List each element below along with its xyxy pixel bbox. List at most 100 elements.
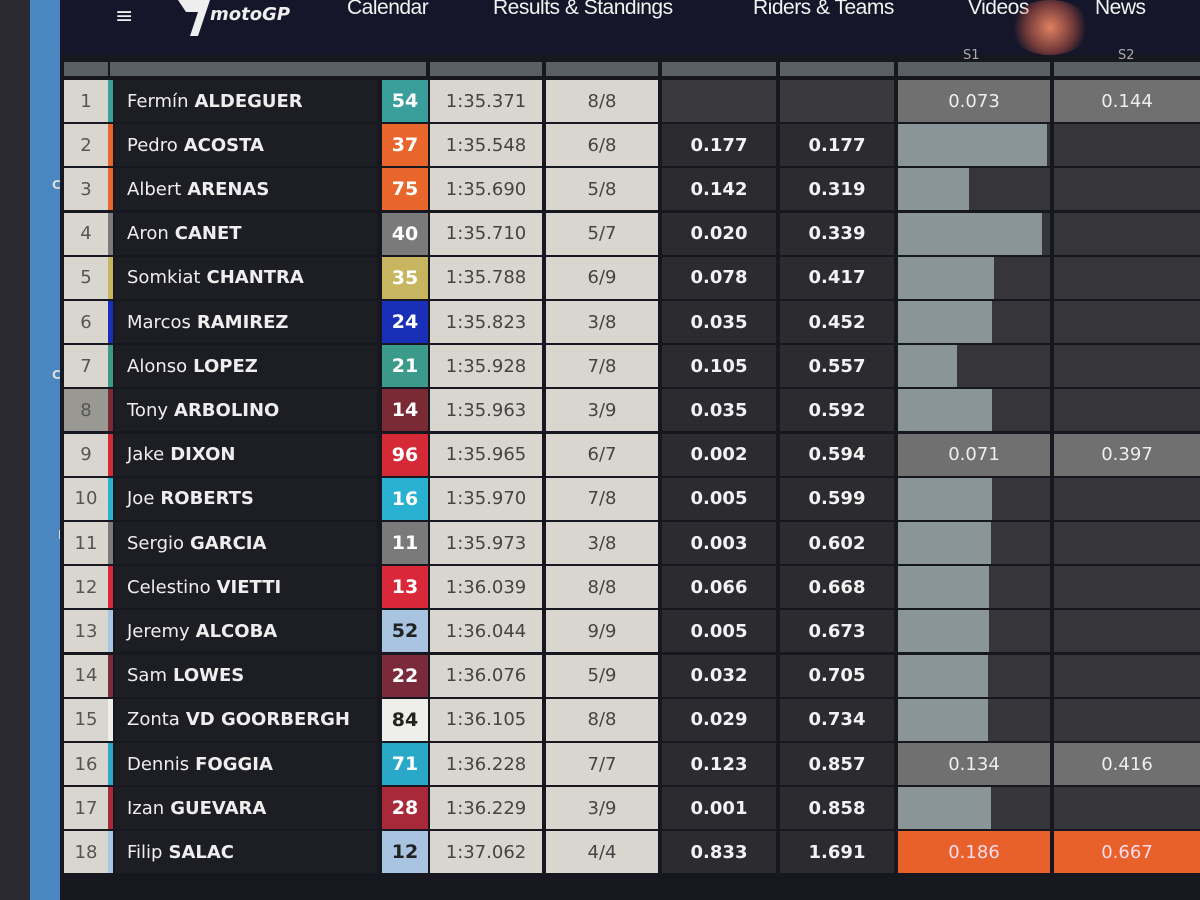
rider-name[interactable]: Somkiat CHANTRA (115, 256, 377, 299)
position: 7 (64, 345, 108, 388)
table-row[interactable]: 4 Aron CANET 40 1:35.710 5/7 0.020 0.339 (60, 212, 1200, 255)
best-lap-time: 1:37.062 (430, 831, 542, 874)
s1-bar (898, 566, 990, 609)
rider-first-name: Sergio (127, 532, 185, 554)
best-lap-time: 1:36.044 (430, 610, 542, 653)
table-row[interactable]: 2 Pedro ACOSTA 37 1:35.548 6/8 0.177 0.177 (60, 124, 1200, 167)
header-gap (662, 62, 776, 76)
best-lap-time: 1:36.105 (430, 698, 542, 741)
gap-first: 0.858 (780, 787, 894, 830)
s2-cell (1054, 522, 1200, 564)
table-row[interactable]: 17 Izan GUEVARA 28 1:36.229 3/9 0.001 0.858 (60, 787, 1200, 830)
rider-name[interactable]: Joe ROBERTS (115, 477, 377, 520)
table-row[interactable]: 1 Fermín ALDEGUER 54 1:35.371 8/8 0.073 0.144 (60, 80, 1200, 122)
team-color-stripe (108, 477, 113, 520)
top-nav: ≡ motoGP Calendar Results & Standings Ri… (60, 0, 1200, 55)
team-color-stripe (108, 124, 113, 167)
s2-cell (1054, 168, 1200, 211)
rider-name[interactable]: Albert ARENAS (115, 168, 377, 211)
position: 4 (64, 212, 108, 255)
rider-number-badge: 24 (382, 301, 428, 343)
s1-bar (898, 787, 991, 830)
laps: 3/9 (546, 787, 658, 830)
rider-first-name: Izan (127, 797, 165, 819)
rider-name[interactable]: Tony ARBOLINO (115, 389, 377, 432)
table-row[interactable]: 8 Tony ARBOLINO 14 1:35.963 3/9 0.035 0.592 (60, 389, 1200, 432)
nav-news[interactable]: News (1095, 0, 1146, 19)
rider-last-name: LOPEZ (193, 355, 258, 377)
rider-first-name: Celestino (127, 576, 211, 598)
gap-first: 0.557 (780, 345, 894, 388)
gap-previous: 0.032 (662, 654, 776, 697)
team-color-stripe (108, 610, 113, 653)
table-row[interactable]: 11 Sergio GARCIA 11 1:35.973 3/8 0.003 0.602 (60, 522, 1200, 564)
rider-last-name: RAMIREZ (196, 311, 289, 333)
position: 1 (64, 80, 108, 122)
laps: 8/8 (546, 80, 658, 122)
s1-cell (898, 301, 1050, 343)
rider-name[interactable]: Filip SALAC (115, 831, 377, 874)
team-color-stripe (108, 522, 113, 564)
rider-name[interactable]: Izan GUEVARA (115, 787, 377, 830)
table-row[interactable]: 12 Celestino VIETTI 13 1:36.039 8/8 0.066 0.668 (60, 566, 1200, 609)
table-row[interactable]: 3 Albert ARENAS 75 1:35.690 5/8 0.142 0.319 (60, 168, 1200, 211)
gap-first: 0.599 (780, 477, 894, 520)
header-s1 (898, 62, 1050, 76)
best-lap-time: 1:36.229 (430, 787, 542, 830)
team-color-stripe (108, 743, 113, 785)
s2-cell: 0.144 (1054, 80, 1200, 122)
rider-name[interactable]: Fermín ALDEGUER (115, 80, 377, 122)
rider-name[interactable]: Jake DIXON (115, 433, 377, 476)
rider-first-name: Jeremy (127, 620, 190, 642)
window-border (30, 0, 60, 900)
nav-results-standings[interactable]: Results & Standings (493, 0, 673, 19)
rider-name[interactable]: Jeremy ALCOBA (115, 610, 377, 653)
table-row[interactable]: 9 Jake DIXON 96 1:35.965 6/7 0.002 0.594 0.071 0.… (60, 433, 1200, 476)
laps: 6/9 (546, 256, 658, 299)
gap-previous: 0.142 (662, 168, 776, 211)
rider-name[interactable]: Celestino VIETTI (115, 566, 377, 609)
rider-name[interactable]: Sergio GARCIA (115, 522, 377, 564)
rider-name[interactable]: Sam LOWES (115, 654, 377, 697)
table-row[interactable]: 15 Zonta VD GOORBERGH 84 1:36.105 8/8 0.029 0.7… (60, 698, 1200, 741)
rider-name[interactable]: Aron CANET (115, 212, 377, 255)
motogp-logo[interactable]: motoGP (170, 0, 290, 40)
nav-riders-teams[interactable]: Riders & Teams (753, 0, 894, 19)
s2-cell (1054, 477, 1200, 520)
hamburger-icon[interactable]: ≡ (115, 4, 134, 29)
table-row[interactable]: 16 Dennis FOGGIA 71 1:36.228 7/7 0.123 0.857 0.1… (60, 743, 1200, 785)
s2-cell (1054, 256, 1200, 299)
table-row[interactable]: 10 Joe ROBERTS 16 1:35.970 7/8 0.005 0.599 (60, 477, 1200, 520)
table-row[interactable]: 14 Sam LOWES 22 1:36.076 5/9 0.032 0.705 (60, 654, 1200, 697)
team-color-stripe (108, 168, 113, 211)
rider-name[interactable]: Pedro ACOSTA (115, 124, 377, 167)
table-row[interactable]: 13 Jeremy ALCOBA 52 1:36.044 9/9 0.005 0.673 (60, 610, 1200, 653)
position: 12 (64, 566, 108, 609)
table-row[interactable]: 7 Alonso LOPEZ 21 1:35.928 7/8 0.105 0.557 (60, 345, 1200, 388)
rider-last-name: ACOSTA (183, 134, 264, 156)
laps: 3/8 (546, 522, 658, 564)
table-row[interactable]: 5 Somkiat CHANTRA 35 1:35.788 6/9 0.078 0.417 (60, 256, 1200, 299)
s1-cell (898, 522, 1050, 564)
s2-cell: 0.416 (1054, 743, 1200, 785)
rider-last-name: CHANTRA (206, 267, 304, 289)
gap-previous: 0.005 (662, 610, 776, 653)
rider-name[interactable]: Alonso LOPEZ (115, 345, 377, 388)
position: 18 (64, 831, 108, 874)
position: 17 (64, 787, 108, 830)
table-row[interactable]: 18 Filip SALAC 12 1:37.062 4/4 0.833 1.691 0.186… (60, 831, 1200, 874)
gap-first: 0.339 (780, 212, 894, 255)
rider-name[interactable]: Marcos RAMIREZ (115, 301, 377, 343)
best-lap-time: 1:35.973 (430, 522, 542, 564)
nav-calendar[interactable]: Calendar (347, 0, 429, 19)
s1-cell (898, 477, 1050, 520)
rider-first-name: Fermín (127, 90, 189, 112)
table-row[interactable]: 6 Marcos RAMIREZ 24 1:35.823 3/8 0.035 0.452 (60, 301, 1200, 343)
rider-number-badge: 12 (382, 831, 428, 874)
gap-previous: 0.123 (662, 743, 776, 785)
s1-bar (898, 345, 958, 388)
laps: 7/8 (546, 477, 658, 520)
rider-name[interactable]: Dennis FOGGIA (115, 743, 377, 785)
rider-name[interactable]: Zonta VD GOORBERGH (115, 698, 377, 741)
s1-bar (898, 610, 990, 653)
